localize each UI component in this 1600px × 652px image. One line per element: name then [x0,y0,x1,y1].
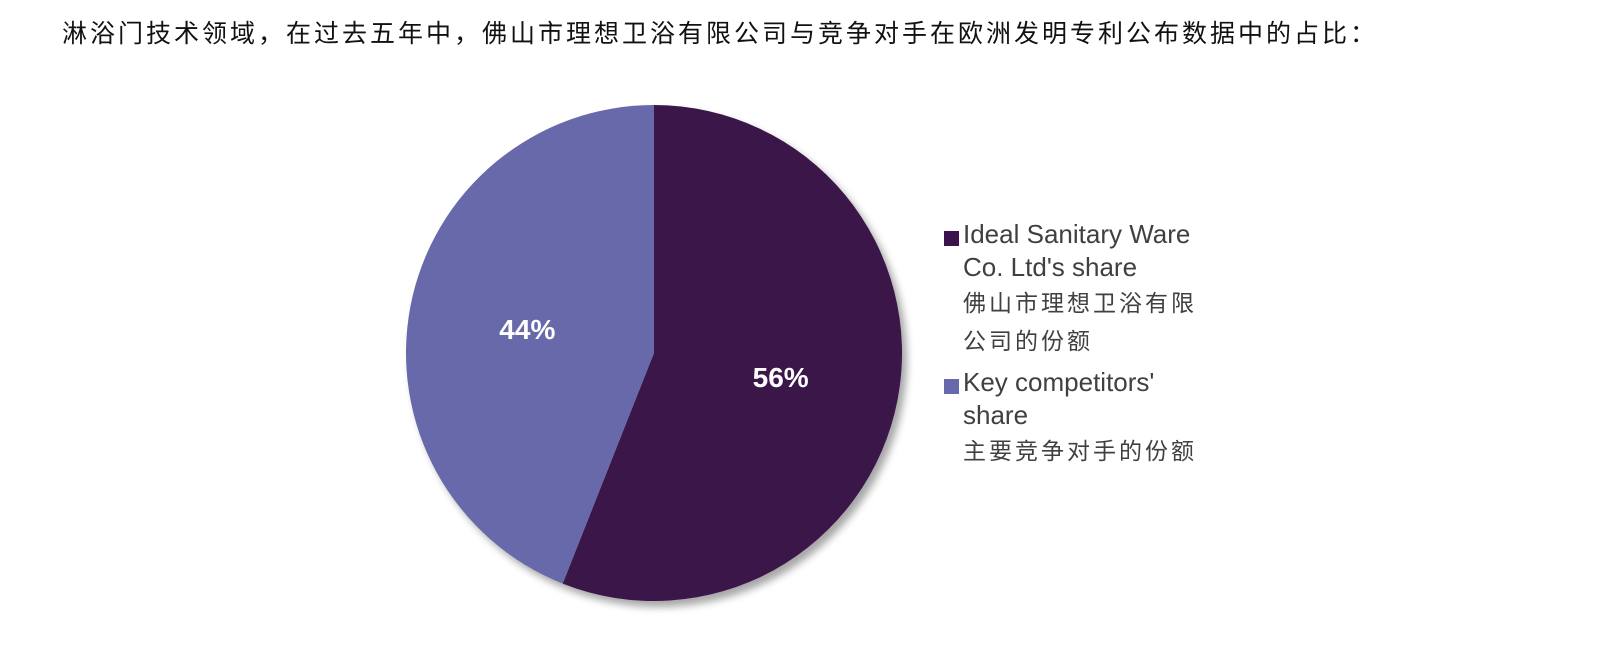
pie-slice-key-competitors [405,105,654,584]
legend-swatch-key-competitors [944,379,959,394]
legend-label-zh-line1: 佛山市理想卫浴有限 [963,291,1197,317]
legend: Ideal Sanitary Ware Co. Ltd's share 佛山市理… [944,218,1244,476]
data-label-ideal-sanitary: 56% [753,362,809,393]
legend-label-zh-line2: 公司的份额 [963,329,1093,355]
legend-label-en-line2: share [963,400,1029,430]
data-label-key-competitors: 44% [499,314,555,345]
legend-label-en-line2: Co. Ltd's share [963,252,1138,282]
legend-label-en-line1: Key competitors' [963,367,1155,397]
legend-label-zh-line1: 主要竞争对手的份额 [963,439,1197,465]
legend-label-en-line1: Ideal Sanitary Ware [963,219,1191,249]
page-title: 淋浴门技术领域，在过去五年中，佛山市理想卫浴有限公司与竞争对手在欧洲发明专利公布… [62,19,1379,48]
pie-slice-ideal-sanitary [562,105,902,602]
legend-item-key-competitors: Key competitors' share 主要竞争对手的份额 [944,366,1244,470]
legend-swatch-ideal-sanitary [944,231,959,246]
legend-item-ideal-sanitary: Ideal Sanitary Ware Co. Ltd's share 佛山市理… [944,218,1244,360]
